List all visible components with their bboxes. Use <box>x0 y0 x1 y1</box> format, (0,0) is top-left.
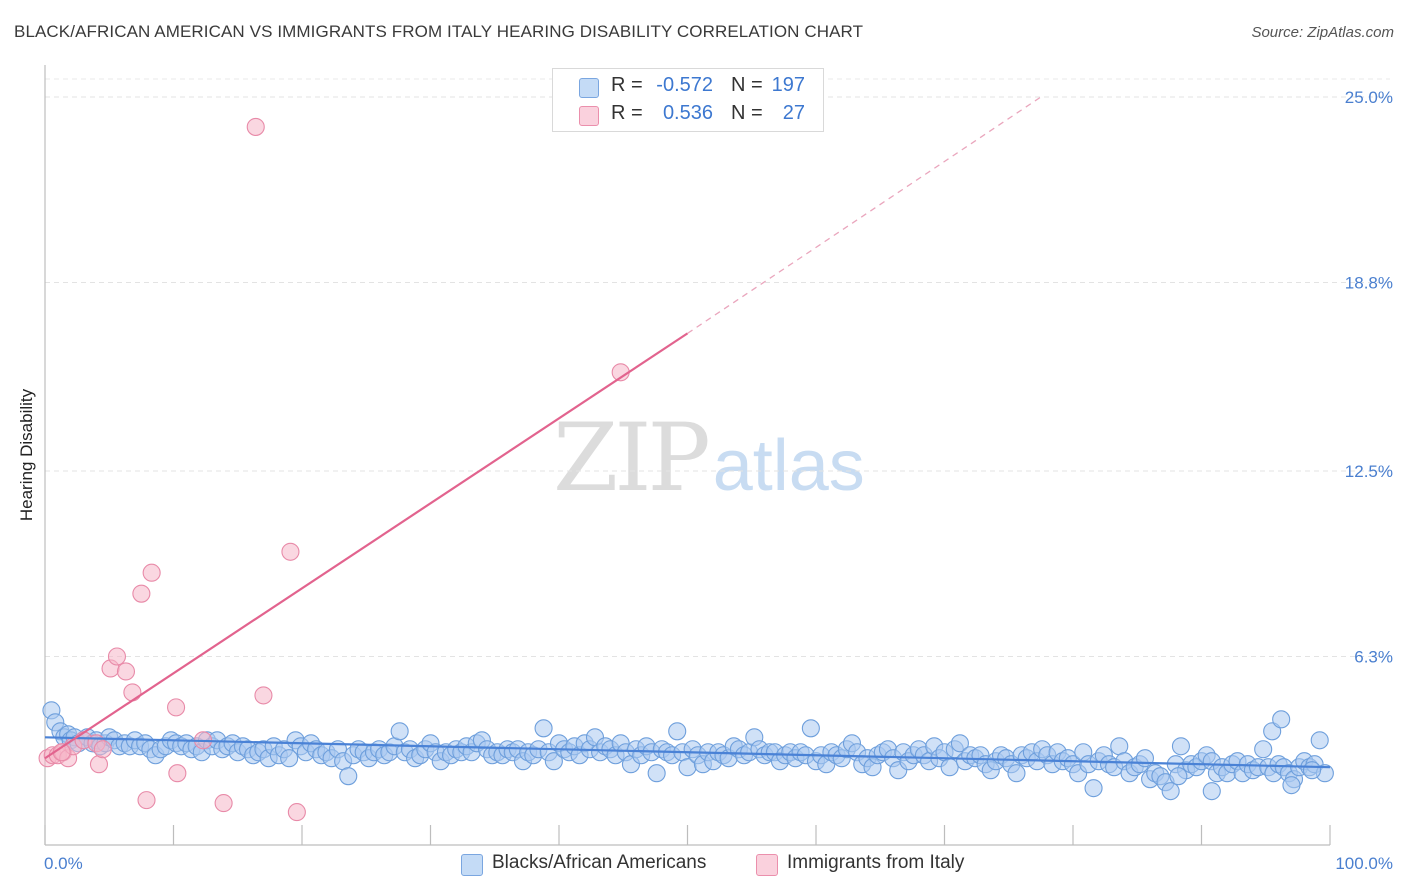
legend-label-blacks: Blacks/African Americans <box>492 852 707 873</box>
point-blacks <box>1282 776 1301 795</box>
legend-row-italy: R = 0.536 N = 27 <box>553 99 823 127</box>
point-italy <box>168 764 187 783</box>
point-italy <box>137 791 156 810</box>
point-blacks <box>390 722 409 741</box>
data-points <box>38 117 1334 822</box>
trend-lines <box>44 96 1331 769</box>
point-blacks <box>950 734 969 753</box>
watermark: ZIPatlas <box>553 404 865 513</box>
series-legend: Blacks/African Americans Immigrants from… <box>0 851 1406 879</box>
legend-n-label: N = <box>731 102 763 124</box>
point-blacks <box>1254 740 1273 759</box>
point-blacks <box>940 758 959 777</box>
point-blacks <box>1007 764 1026 783</box>
point-italy <box>287 803 306 822</box>
point-blacks <box>647 764 666 783</box>
y-tick-label: 12.5% <box>1345 462 1393 481</box>
point-blacks <box>1302 761 1322 780</box>
legend-swatch-pink <box>756 854 778 876</box>
legend-swatch-blue <box>461 854 483 876</box>
legend-n-label: N = <box>731 74 763 96</box>
point-blacks <box>1202 782 1221 801</box>
watermark-atlas: atlas <box>712 426 865 506</box>
point-blacks <box>668 722 687 741</box>
trend-line-blacks <box>44 736 1331 769</box>
grid-lines <box>45 78 1390 658</box>
watermark-zip: ZIP <box>553 404 711 513</box>
point-blacks <box>801 719 820 738</box>
point-blacks <box>1272 710 1291 729</box>
point-italy <box>123 683 142 702</box>
tick-labels: 6.3% 12.5% 18.8% 25.0% 0.0% 100.0% <box>44 88 1393 873</box>
point-italy <box>107 647 127 666</box>
point-blacks <box>1169 767 1188 786</box>
point-blacks <box>1084 779 1103 798</box>
x-tick-label: 100.0% <box>1335 854 1393 873</box>
y-tick-label: 6.3% <box>1354 648 1393 667</box>
trend-line-italy <box>44 332 689 760</box>
point-blacks <box>544 752 563 771</box>
point-blacks <box>1161 782 1180 801</box>
point-italy <box>167 698 186 717</box>
axes <box>44 65 1331 846</box>
legend-label-italy: Immigrants from Italy <box>787 852 965 873</box>
point-italy <box>214 794 233 813</box>
point-italy <box>246 117 265 136</box>
legend-r-value: -0.572 <box>656 74 713 96</box>
y-tick-label: 25.0% <box>1345 88 1393 107</box>
point-blacks <box>534 719 553 738</box>
point-blacks <box>1135 749 1155 768</box>
correlation-legend: R = -0.572 N = 197 R = 0.536 N = 27 <box>552 68 824 132</box>
legend-swatch-blue <box>579 78 599 98</box>
point-italy <box>132 584 151 603</box>
point-blacks <box>1171 737 1190 756</box>
point-blacks <box>280 749 299 768</box>
legend-swatch-pink <box>579 106 599 126</box>
point-italy <box>93 740 112 759</box>
y-tick-label: 18.8% <box>1345 274 1393 293</box>
legend-r-value: 0.536 <box>662 102 713 124</box>
legend-r-label: R = <box>611 102 643 124</box>
chart-source: Source: ZipAtlas.com <box>1251 24 1394 41</box>
point-blacks <box>1263 722 1282 741</box>
x-tick-label: 0.0% <box>44 854 83 873</box>
point-italy <box>116 662 136 681</box>
legend-n-value: 27 <box>782 102 805 124</box>
point-blacks <box>1310 731 1329 750</box>
point-italy <box>89 755 109 774</box>
point-blacks <box>339 767 358 786</box>
point-italy <box>254 686 273 705</box>
point-italy <box>281 542 300 561</box>
point-italy <box>142 563 161 582</box>
legend-n-value: 197 <box>771 74 805 96</box>
legend-r-label: R = <box>611 74 643 96</box>
chart-title: BLACK/AFRICAN AMERICAN VS IMMIGRANTS FRO… <box>14 22 864 41</box>
legend-row-blacks: R = -0.572 N = 197 <box>553 71 823 99</box>
trend-line-italy-extension <box>687 96 1042 334</box>
